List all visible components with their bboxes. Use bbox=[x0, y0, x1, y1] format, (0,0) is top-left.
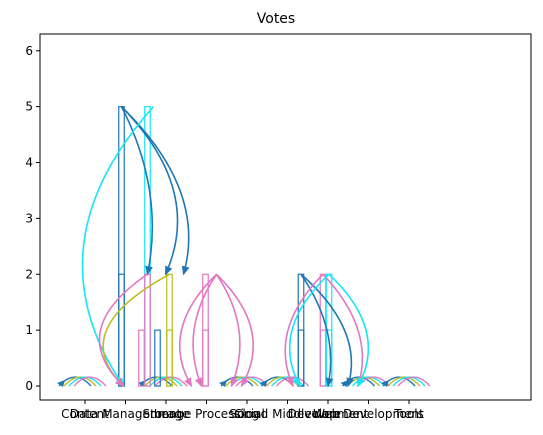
x-tick-label: Development bbox=[288, 407, 369, 421]
x-tick-label: Data Management bbox=[70, 407, 182, 421]
bar bbox=[297, 329, 305, 387]
y-tick-label: 6 bbox=[25, 44, 33, 58]
flow-arc bbox=[284, 273, 324, 387]
baseline-arc bbox=[265, 376, 300, 387]
y-tick-label: 0 bbox=[25, 379, 33, 393]
baseline-arrow-head bbox=[219, 380, 227, 388]
flow-arc bbox=[328, 273, 370, 387]
bar bbox=[144, 273, 151, 387]
baseline-arrow-head bbox=[57, 380, 65, 388]
baseline-arc bbox=[63, 376, 97, 387]
x-tick-label: Storage bbox=[143, 407, 190, 421]
y-tick-label: 2 bbox=[25, 267, 33, 281]
baseline-arc bbox=[225, 376, 259, 387]
baseline-arrow-head bbox=[381, 380, 389, 388]
baseline-arrow-head bbox=[340, 380, 349, 388]
x-tick-label: Content bbox=[61, 407, 109, 421]
baseline-arrow-head bbox=[259, 380, 268, 388]
bar bbox=[154, 329, 161, 387]
y-tick-label: 1 bbox=[25, 323, 33, 337]
bar bbox=[166, 329, 173, 387]
x-tick-label: Social bbox=[229, 407, 265, 421]
y-tick-label: 5 bbox=[25, 100, 33, 114]
baseline-arc bbox=[270, 376, 305, 387]
bar bbox=[202, 329, 209, 387]
baseline-arc bbox=[154, 376, 188, 387]
x-tick-label: Image Processing bbox=[154, 407, 259, 421]
flow-arc-head bbox=[194, 377, 203, 388]
bar bbox=[144, 106, 151, 387]
bar bbox=[325, 329, 333, 387]
flow-arc-head bbox=[145, 265, 153, 276]
y-tick-label: 3 bbox=[25, 211, 33, 225]
baseline-arc bbox=[149, 376, 183, 387]
flow-arc bbox=[215, 273, 241, 387]
x-tick-label: Web Development bbox=[313, 407, 424, 421]
flow-arc-head bbox=[115, 377, 125, 387]
y-tick-label: 4 bbox=[25, 156, 33, 170]
baseline-arc bbox=[275, 376, 310, 387]
flow-arc bbox=[322, 273, 364, 387]
flow-arc-head bbox=[292, 377, 301, 388]
x-tick-label: Tools bbox=[393, 407, 424, 421]
flow-arc bbox=[300, 273, 332, 387]
bar bbox=[118, 273, 125, 387]
flow-arc-head bbox=[184, 377, 193, 388]
chart-title: Votes bbox=[257, 11, 295, 27]
flow-arc bbox=[288, 273, 330, 387]
flow-arc-head bbox=[240, 377, 249, 388]
baseline-arc bbox=[68, 376, 102, 387]
flow-arc-head bbox=[230, 377, 239, 388]
baseline-arc bbox=[397, 376, 431, 387]
baseline-arc bbox=[392, 376, 426, 387]
flow-arc-head bbox=[346, 377, 354, 388]
baseline-arc bbox=[73, 376, 107, 387]
flow-arc bbox=[81, 106, 155, 387]
flow-arc bbox=[120, 106, 190, 275]
x-tick-label: Cloud Middleware bbox=[234, 407, 341, 421]
flow-arc-head bbox=[357, 377, 366, 388]
flow-arc-head bbox=[164, 265, 173, 276]
flow-arc-head bbox=[286, 377, 294, 388]
flow-arc bbox=[215, 273, 254, 387]
plot-area bbox=[57, 106, 431, 388]
flow-arc bbox=[120, 106, 154, 275]
flow-arc bbox=[120, 106, 179, 275]
flow-arc bbox=[179, 273, 218, 387]
axes-frame bbox=[39, 33, 532, 401]
flow-arc bbox=[192, 273, 218, 387]
flow-arc-head bbox=[325, 377, 334, 388]
bar bbox=[138, 329, 145, 387]
baseline-arc bbox=[144, 376, 178, 387]
flow-arc bbox=[300, 273, 353, 387]
flow-arc bbox=[98, 273, 148, 387]
flow-arc-head bbox=[181, 265, 190, 276]
baseline-arc bbox=[387, 376, 421, 387]
bar bbox=[319, 329, 327, 387]
